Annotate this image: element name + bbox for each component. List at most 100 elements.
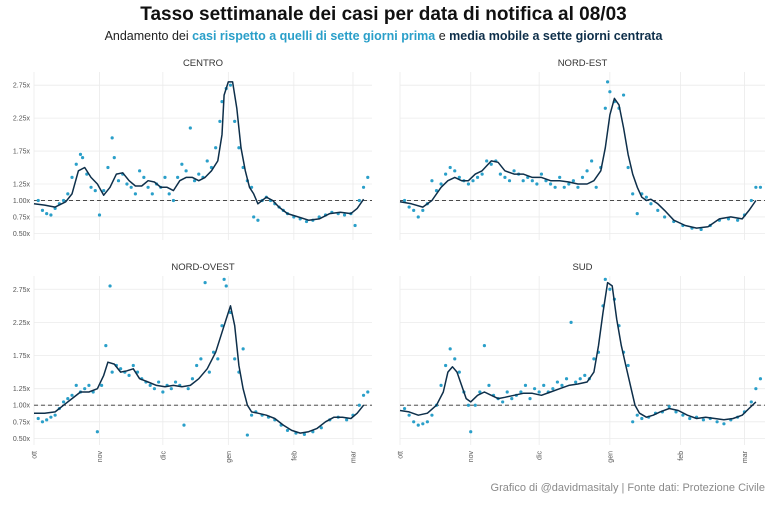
data-point [644, 195, 648, 199]
data-point [93, 188, 97, 193]
data-point [61, 400, 66, 404]
data-point [402, 406, 407, 411]
data-point [218, 119, 222, 124]
x-tick-label: nov [97, 451, 104, 463]
moving-average-line [33, 81, 365, 221]
data-point [402, 198, 407, 203]
data-point [70, 393, 74, 397]
data-point [631, 192, 635, 196]
data-point [142, 175, 146, 180]
data-point [222, 277, 226, 281]
data-point [471, 179, 475, 183]
data-point [74, 162, 78, 166]
data-point [188, 126, 192, 130]
data-point [749, 198, 753, 203]
data-point [45, 418, 49, 422]
data-point [249, 413, 254, 417]
x-tick-label: gen [607, 451, 614, 463]
data-point [485, 159, 489, 163]
data-point [241, 347, 245, 351]
data-point [184, 169, 188, 173]
data-point [444, 172, 448, 176]
subtitle-highlight-points: casi rispetto a quelli di sette giorni p… [192, 29, 436, 43]
data-point [722, 422, 726, 426]
x-tick-label: mar [350, 450, 357, 463]
data-point [119, 367, 123, 371]
x-tick-label: ott [32, 451, 39, 459]
data-point [501, 400, 505, 404]
data-point [361, 185, 366, 189]
data-point [205, 159, 209, 163]
data-point [89, 185, 93, 189]
data-point [571, 179, 575, 183]
data-point [70, 175, 74, 180]
moving-average-line [399, 281, 757, 421]
data-point [564, 377, 569, 381]
x-tick-label: nov [468, 451, 475, 463]
data-point [150, 192, 154, 196]
data-point [171, 198, 176, 203]
y-tick-label: 1.00x [13, 198, 31, 205]
data-point [173, 380, 178, 384]
data-point [523, 383, 528, 387]
data-point [592, 357, 596, 361]
data-point [110, 370, 114, 374]
data-point [412, 420, 416, 424]
data-point [674, 410, 678, 414]
x-tick-label: feb [678, 451, 685, 461]
y-tick-label: 0.75x [13, 214, 31, 221]
data-point [252, 215, 256, 219]
x-tick-label: dic [537, 451, 544, 460]
data-point [163, 175, 167, 180]
chart-caption: Grafico di @davidmasitaly | Fonte dati: … [490, 482, 765, 494]
data-point [567, 182, 571, 186]
facet-panel-nord-ovest: 0.50x 0.75x 1.00x 1.25x 1.75x 2.25x 2.75x NORD-… [13, 262, 372, 463]
data-point [537, 390, 541, 394]
data-point [125, 182, 129, 186]
data-point [448, 347, 452, 351]
data-point [466, 182, 471, 186]
data-point [345, 418, 349, 422]
data-point [110, 136, 114, 140]
data-point [590, 159, 594, 163]
data-point [594, 185, 598, 189]
data-point [95, 430, 99, 434]
data-point [245, 433, 249, 437]
data-point [457, 175, 461, 180]
data-point [562, 185, 566, 189]
data-point [512, 169, 516, 173]
data-point [715, 420, 719, 424]
data-point [608, 287, 612, 291]
data-point [216, 357, 220, 361]
x-tick-label: ott [398, 451, 405, 459]
subtitle-middle: e [435, 29, 450, 43]
data-point [361, 393, 366, 397]
data-point [510, 397, 514, 401]
data-point [357, 198, 361, 203]
data-point [580, 175, 585, 180]
data-point [603, 106, 607, 110]
facet-label: CENTRO [183, 58, 223, 69]
data-point [211, 350, 216, 354]
data-point [190, 377, 195, 381]
moving-average-line [34, 305, 365, 434]
subtitle-prefix: Andamento dei [104, 29, 193, 43]
data-point [430, 413, 434, 417]
y-tick-label: 1.75x [13, 149, 31, 156]
data-point [758, 185, 763, 189]
data-point [319, 426, 323, 430]
data-point [478, 390, 482, 394]
data-point [444, 363, 448, 368]
data-point [199, 357, 203, 361]
data-point [434, 188, 439, 193]
data-point [421, 422, 425, 426]
data-point [528, 397, 532, 401]
data-point [480, 172, 484, 176]
data-point [256, 218, 260, 222]
data-point [36, 198, 40, 203]
data-point [605, 80, 610, 84]
data-point [197, 172, 201, 176]
data-point [530, 179, 534, 183]
data-point [53, 413, 57, 417]
data-point [542, 383, 546, 387]
